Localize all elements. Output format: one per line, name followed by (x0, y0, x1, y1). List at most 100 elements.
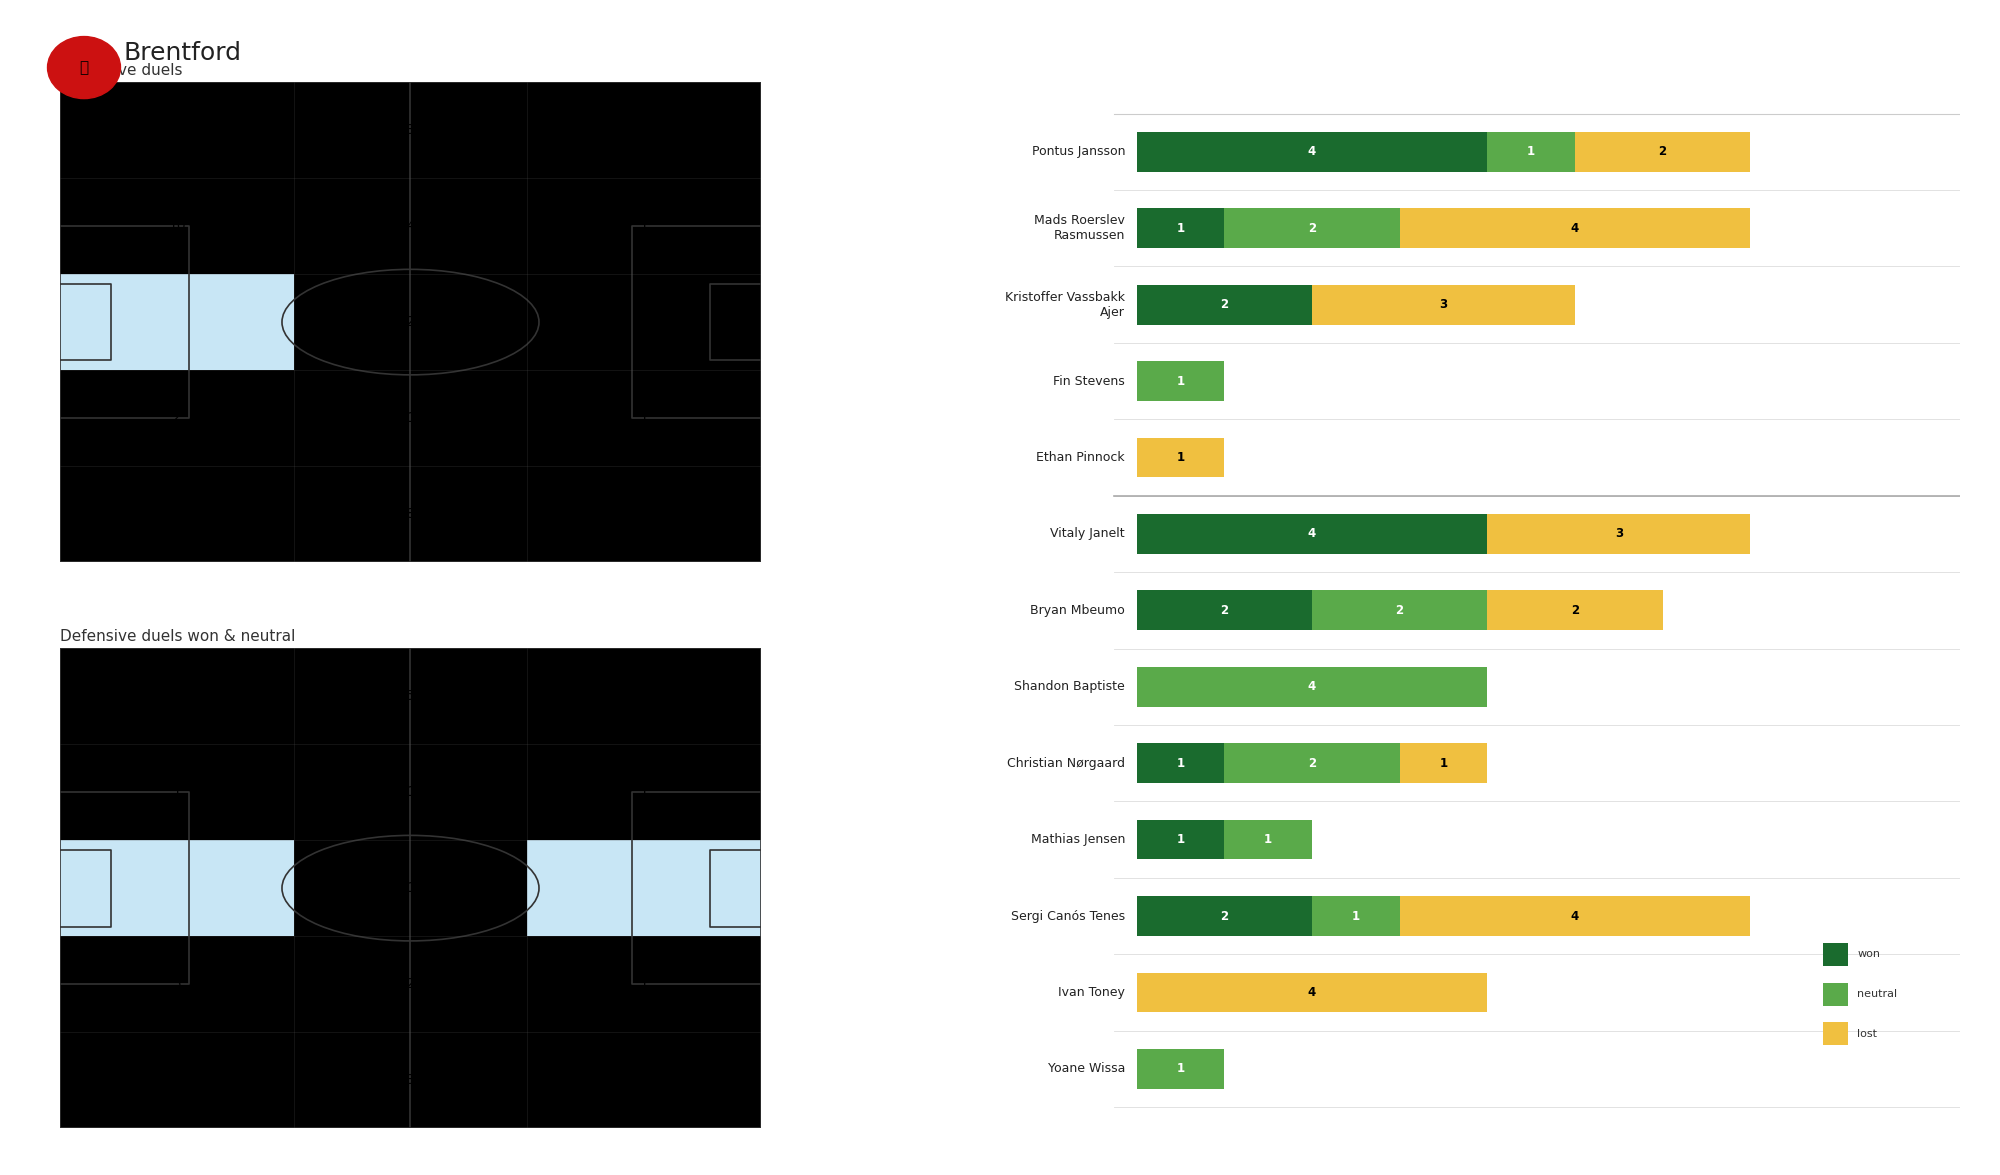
Bar (1574, 132, 1750, 172)
Text: 3: 3 (1614, 528, 1622, 540)
Bar (528, 179, 760, 274)
Bar (294, 179, 528, 274)
Text: 5: 5 (406, 690, 414, 704)
Text: 1: 1 (172, 785, 182, 799)
Text: Yoane Wissa: Yoane Wissa (1048, 1062, 1126, 1075)
Bar (60, 179, 294, 274)
Bar (1136, 820, 1224, 859)
Text: 2: 2 (1220, 298, 1228, 311)
Text: Brentford: Brentford (124, 41, 242, 65)
Text: 1: 1 (406, 411, 414, 425)
Bar (1400, 897, 1750, 936)
Bar (60, 1032, 294, 1128)
Text: 9: 9 (172, 123, 182, 137)
Text: 8: 8 (406, 506, 414, 521)
Bar (1312, 591, 1488, 630)
Text: 1: 1 (640, 411, 648, 425)
Bar (1488, 132, 1574, 172)
Text: Kristoffer Vassbakk
Ajer: Kristoffer Vassbakk Ajer (1006, 290, 1126, 318)
Text: 4: 4 (1308, 528, 1316, 540)
Text: 1: 1 (1176, 757, 1184, 770)
Text: 2: 2 (1308, 757, 1316, 770)
Bar (1136, 1049, 1224, 1089)
Bar (294, 649, 528, 744)
Text: 2: 2 (406, 978, 414, 991)
Text: 1: 1 (1176, 451, 1184, 464)
Text: 1: 1 (1440, 757, 1448, 770)
Text: Pontus Jansson: Pontus Jansson (1032, 146, 1126, 159)
Bar (1136, 744, 1224, 783)
Bar (60, 936, 294, 1032)
Text: 3: 3 (640, 123, 648, 137)
Text: lost: lost (1858, 1029, 1878, 1039)
Text: Shandon Baptiste: Shandon Baptiste (1014, 680, 1126, 693)
Bar (294, 1032, 528, 1128)
Bar (294, 466, 528, 562)
Circle shape (48, 36, 120, 99)
Text: won: won (1858, 949, 1880, 960)
Bar (1136, 208, 1224, 248)
Text: Ethan Pinnock: Ethan Pinnock (1036, 451, 1126, 464)
Bar (528, 466, 760, 562)
Bar (1312, 284, 1574, 324)
Text: 1: 1 (1176, 1062, 1184, 1075)
Text: Sergi Canós Tenes: Sergi Canós Tenes (1010, 909, 1126, 922)
Bar (528, 370, 760, 466)
Bar (60, 840, 294, 936)
Text: 2: 2 (640, 690, 648, 704)
Bar (1488, 591, 1662, 630)
Bar (1136, 361, 1224, 401)
Text: 1: 1 (172, 690, 182, 704)
Text: 10: 10 (168, 220, 186, 233)
Text: 4: 4 (406, 220, 414, 233)
Text: 3: 3 (406, 123, 414, 137)
Bar (294, 744, 528, 840)
Text: 5: 5 (640, 506, 648, 521)
Bar (528, 82, 760, 179)
Text: 2: 2 (406, 315, 414, 329)
Text: 5: 5 (172, 978, 182, 991)
Bar (294, 370, 528, 466)
Text: Ivan Toney: Ivan Toney (1058, 986, 1126, 999)
Bar (1136, 667, 1488, 706)
Bar (1136, 132, 1488, 172)
Bar (1400, 744, 1488, 783)
Text: 2: 2 (172, 411, 182, 425)
Bar (294, 82, 528, 179)
Bar (60, 466, 294, 562)
Text: 🐝: 🐝 (80, 60, 88, 75)
Text: 1: 1 (1176, 833, 1184, 846)
Text: 4: 4 (1308, 986, 1316, 999)
Bar (528, 744, 760, 840)
Text: Defensive duels won & neutral: Defensive duels won & neutral (60, 630, 296, 644)
Text: Christian Nørgaard: Christian Nørgaard (1008, 757, 1126, 770)
Bar (528, 1032, 760, 1128)
Text: 2: 2 (1570, 604, 1580, 617)
Text: 2: 2 (1396, 604, 1404, 617)
Text: neutral: neutral (1858, 989, 1898, 999)
Text: 2: 2 (172, 1073, 182, 1087)
Bar (1400, 208, 1750, 248)
Text: 3: 3 (1440, 298, 1448, 311)
Text: Vitaly Janelt: Vitaly Janelt (1050, 528, 1126, 540)
Text: 1: 1 (640, 978, 648, 991)
Text: 1: 1 (640, 220, 648, 233)
Bar (60, 370, 294, 466)
Bar (1822, 942, 1848, 966)
Bar (294, 274, 528, 370)
Bar (528, 840, 760, 936)
Bar (1136, 591, 1312, 630)
Text: Defensive duels: Defensive duels (60, 63, 182, 79)
Bar (1136, 437, 1224, 477)
Text: 3: 3 (406, 1073, 414, 1087)
Bar (528, 936, 760, 1032)
Text: Mads Roerslev
Rasmussen: Mads Roerslev Rasmussen (1034, 214, 1126, 242)
Text: 1: 1 (640, 315, 648, 329)
Text: 2: 2 (1308, 222, 1316, 235)
Text: 1: 1 (1176, 375, 1184, 388)
Text: 1: 1 (1528, 146, 1536, 159)
Bar (1136, 515, 1488, 553)
Bar (294, 840, 528, 936)
Bar (60, 274, 294, 370)
Bar (1822, 1022, 1848, 1046)
